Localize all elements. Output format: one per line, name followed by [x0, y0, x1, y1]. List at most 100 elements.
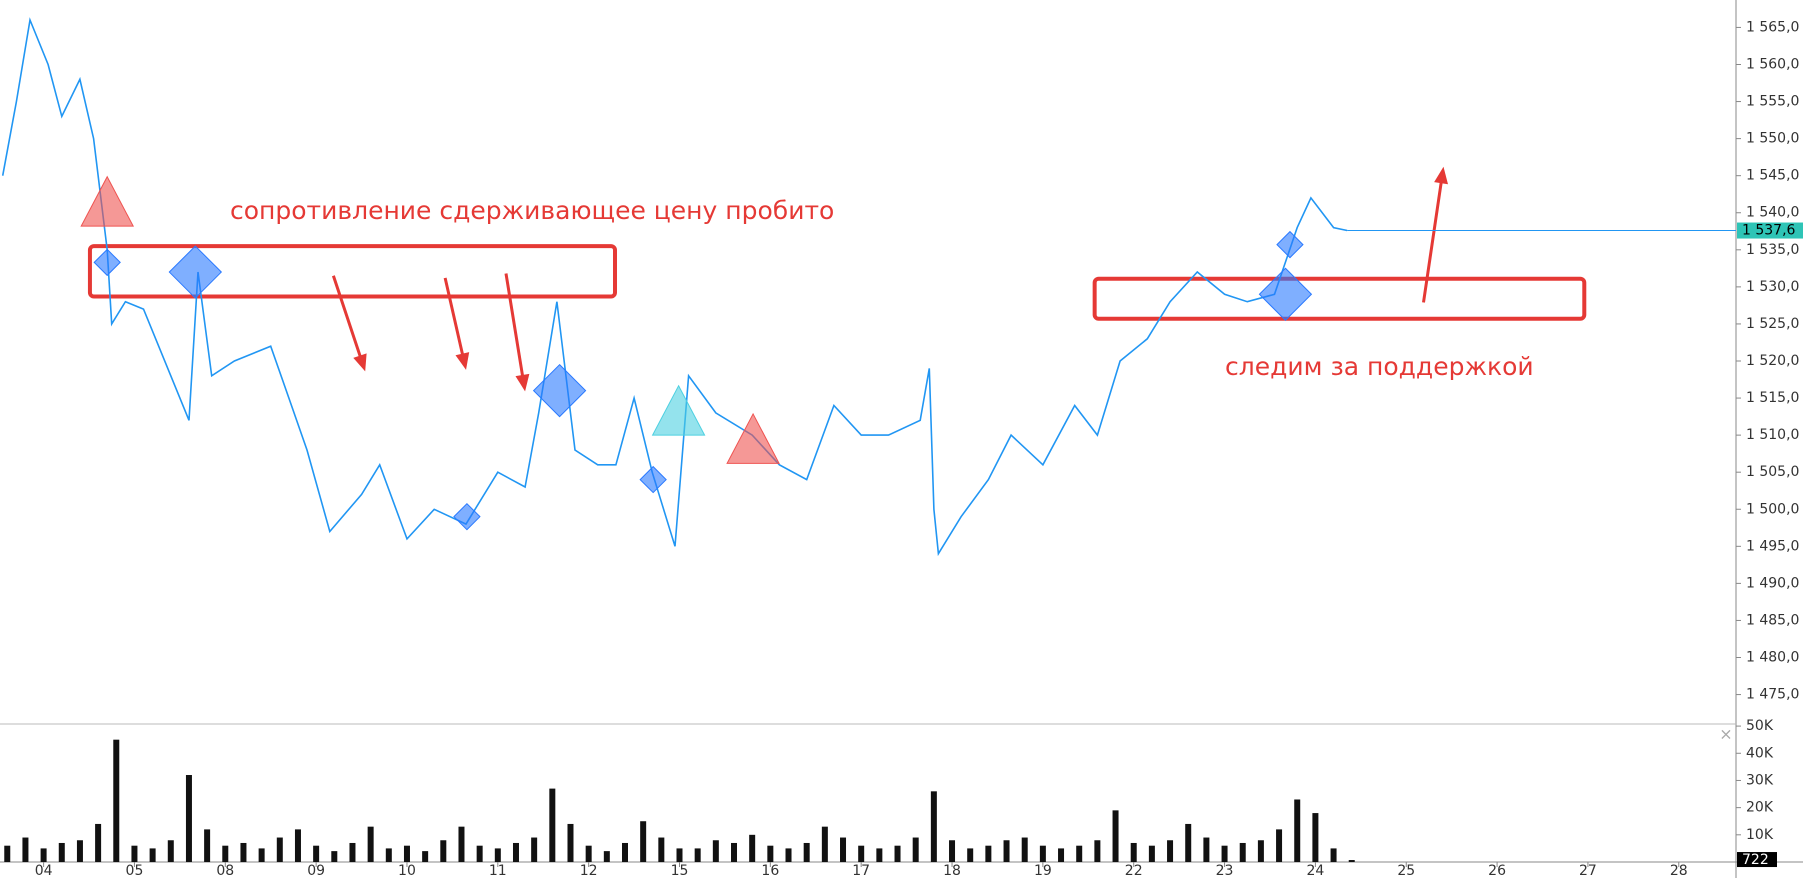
volume-bar	[149, 848, 156, 862]
volume-bar	[949, 840, 956, 862]
volume-bar	[204, 829, 211, 862]
volume-bar	[1021, 837, 1028, 862]
signal-marker	[1258, 267, 1313, 321]
x-tick-label: 05	[126, 863, 144, 878]
signal-marker	[532, 363, 587, 418]
volume-bar	[294, 829, 301, 862]
volume-bar	[222, 845, 229, 862]
signal-marker	[726, 412, 780, 464]
zone-box	[87, 244, 618, 299]
volume-bar	[367, 826, 374, 862]
volume-bar	[585, 845, 592, 862]
y-tick-label: 1 540,0	[1746, 205, 1799, 221]
y-tick-label: 1 560,0	[1746, 56, 1799, 72]
volume-bar	[1239, 842, 1246, 862]
volume-bar	[1003, 840, 1010, 862]
x-tick-label: 23	[1216, 863, 1234, 878]
y-tick-label: 10K	[1746, 827, 1774, 843]
y-tick-label: 1 530,0	[1746, 279, 1799, 295]
y-tick-label: 1 525,0	[1746, 316, 1799, 332]
volume-bar	[1203, 837, 1210, 862]
volume-bar	[40, 848, 47, 862]
zone-box	[1092, 276, 1587, 321]
volume-bar	[349, 842, 356, 862]
x-tick-label: 24	[1306, 863, 1324, 878]
volume-bar	[712, 840, 719, 862]
x-tick-label: 17	[852, 863, 870, 878]
x-tick-label: 27	[1579, 863, 1597, 878]
volume-bar	[185, 775, 192, 862]
volume-bar	[1276, 829, 1283, 862]
signal-marker	[651, 384, 706, 436]
y-tick-label: 1 545,0	[1746, 168, 1799, 184]
signal-marker	[80, 175, 135, 227]
volume-bar	[567, 823, 574, 862]
volume-bar	[985, 845, 992, 862]
volume-bar	[458, 826, 465, 862]
volume-bar	[731, 842, 738, 862]
volume-bar	[1312, 813, 1319, 862]
x-tick-label: 12	[580, 863, 598, 878]
signal-marker	[168, 245, 223, 299]
current-price-box	[1737, 222, 1803, 239]
volume-bar	[131, 845, 138, 862]
volume-bar	[1257, 840, 1264, 862]
price-line	[1, 17, 1348, 557]
volume-bar	[676, 848, 683, 862]
volume-bar	[1094, 840, 1101, 862]
volume-bar	[840, 837, 847, 862]
y-tick-label: 1 485,0	[1746, 612, 1799, 628]
arrow-head	[455, 352, 470, 370]
volume-bar	[658, 837, 665, 862]
volume-bar	[113, 739, 120, 862]
volume-bar	[1330, 848, 1337, 862]
x-tick-label: 28	[1670, 863, 1688, 878]
x-tick-label: 19	[1034, 863, 1052, 878]
volume-bar	[4, 845, 11, 862]
arrow	[331, 275, 363, 359]
volume-bar	[694, 848, 701, 862]
y-tick-label: 30K	[1746, 772, 1774, 788]
volume-bar	[76, 840, 83, 862]
volume-bar	[803, 842, 810, 862]
arrow	[504, 273, 525, 378]
volume-bar	[621, 842, 628, 862]
arrow-head	[515, 373, 530, 392]
x-tick-label: 09	[307, 863, 325, 878]
volume-bar	[258, 848, 265, 862]
current-price-label: 1 537,6	[1742, 223, 1796, 239]
arrow-head	[1434, 166, 1449, 185]
x-tick-label: 26	[1488, 863, 1506, 878]
volume-bar	[1039, 845, 1046, 862]
y-tick-label: 1 515,0	[1746, 390, 1799, 406]
last-volume-label: 722	[1742, 852, 1769, 868]
last-volume-box	[1737, 852, 1777, 868]
volume-bar	[640, 821, 647, 862]
signal-marker	[453, 502, 481, 531]
signal-marker	[639, 465, 667, 494]
x-tick-label: 08	[216, 863, 234, 878]
x-tick-label: 04	[35, 863, 53, 878]
x-tick-label: 15	[671, 863, 689, 878]
y-tick-label: 1 480,0	[1746, 650, 1799, 666]
volume-bar	[403, 845, 410, 862]
volume-bar	[422, 851, 429, 862]
y-tick-label: 1 505,0	[1746, 464, 1799, 480]
volume-bar	[785, 848, 792, 862]
volume-bar	[95, 823, 102, 862]
x-tick-label: 16	[761, 863, 779, 878]
y-tick-label: 50K	[1746, 718, 1774, 734]
volume-bar	[385, 848, 392, 862]
volume-bar	[967, 848, 974, 862]
arrow-head	[353, 353, 367, 372]
y-tick-label: 1 555,0	[1746, 94, 1799, 110]
x-tick-label: 18	[943, 863, 961, 878]
volume-bar	[549, 788, 556, 862]
volume-bar	[1185, 823, 1192, 862]
x-tick-label: 22	[1125, 863, 1143, 878]
volume-bar	[1148, 845, 1155, 862]
volume-bar	[476, 845, 483, 862]
volume-bar	[858, 845, 865, 862]
close-pane-icon[interactable]: ×	[1719, 725, 1732, 744]
